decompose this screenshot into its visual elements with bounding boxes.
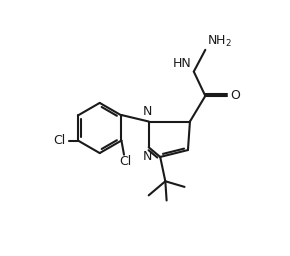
Text: N: N bbox=[143, 105, 152, 119]
Text: O: O bbox=[230, 89, 240, 102]
Text: N: N bbox=[143, 150, 152, 163]
Text: Cl: Cl bbox=[119, 155, 131, 168]
Text: NH$_2$: NH$_2$ bbox=[206, 34, 232, 49]
Text: Cl: Cl bbox=[53, 134, 65, 147]
Text: HN: HN bbox=[173, 57, 192, 70]
